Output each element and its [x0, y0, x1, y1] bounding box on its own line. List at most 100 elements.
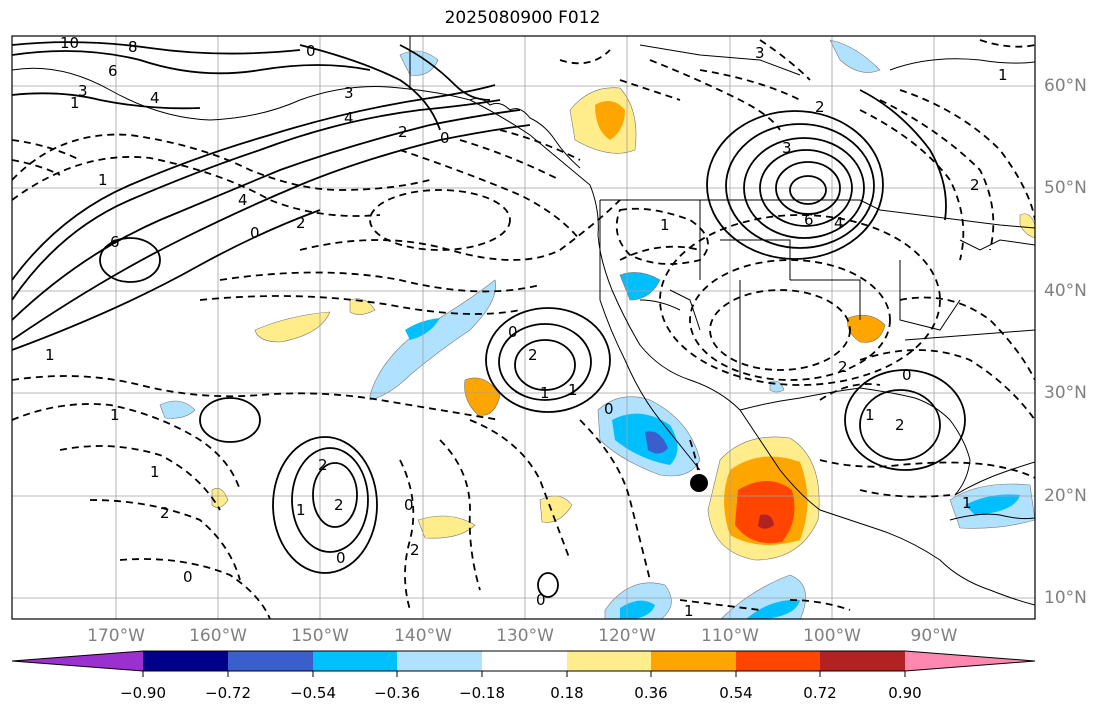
lon-label-140w: 140°W — [394, 626, 452, 646]
lon-label-110w: 110°W — [701, 626, 759, 646]
contour-low-sw-1 — [312, 462, 358, 528]
contour-se-1 — [859, 389, 941, 461]
colorbar-tick-label: −0.36 — [374, 684, 420, 702]
contour-label: 1 — [660, 216, 670, 234]
contour-label: 2 — [895, 416, 905, 434]
map-title: 2025080900 F012 — [444, 8, 601, 28]
colorbar-tick-label: 0.18 — [550, 684, 584, 702]
contour-label: 3 — [78, 82, 88, 100]
contour-label: 1 — [568, 381, 578, 399]
colorbar — [11, 650, 1036, 677]
shade-small-4 — [399, 50, 439, 76]
shade-small-7 — [417, 515, 476, 539]
contour-label: 2 — [815, 98, 825, 116]
contour-high-ne-5 — [725, 123, 875, 249]
lon-label-100w: 100°W — [803, 626, 861, 646]
contour-small-1 — [199, 397, 261, 443]
contour-low-sw-3 — [272, 436, 378, 574]
contour-label: 1 — [296, 501, 306, 519]
contour-label: 3 — [344, 84, 354, 102]
contour-label: 3 — [782, 139, 792, 157]
contour-label: 4 — [238, 191, 248, 209]
contour-label: 2 — [334, 496, 344, 514]
colorbar-swatch — [651, 651, 736, 671]
contour-ne-arc — [859, 89, 947, 221]
contour-label: 1 — [684, 602, 694, 620]
contour-label: 1 — [540, 384, 550, 402]
contour-high-ne-2 — [775, 161, 841, 215]
contour-label: 2 — [410, 541, 420, 559]
colorbar-tick-label: 0.36 — [634, 684, 668, 702]
contour-label: 3 — [755, 44, 765, 62]
contour-nw-2 — [12, 41, 301, 55]
shade-small-5 — [829, 39, 881, 73]
lat-label-60n: 60°N — [1044, 76, 1087, 96]
contour-low-c-2 — [498, 323, 592, 401]
contour-low-sw-2 — [291, 447, 369, 553]
contour-high-w-1 — [99, 237, 161, 283]
contour-label: 2 — [838, 358, 848, 376]
contour-label: 0 — [604, 400, 614, 418]
colorbar-swatch — [397, 651, 482, 671]
contour-band-4 — [12, 124, 531, 341]
colorbar-tick-label: 0.54 — [719, 684, 753, 702]
colorbar-high-extension — [905, 651, 1035, 671]
contour-label: 1 — [98, 171, 108, 189]
colorbar-tick-label: 0.90 — [888, 684, 922, 702]
lon-label-120w: 120°W — [598, 626, 656, 646]
shade-south-center-mid — [746, 599, 800, 619]
contour-label: 0 — [250, 224, 260, 242]
shade-small-2 — [847, 314, 886, 343]
contour-label: 0 — [306, 42, 316, 60]
dashed-contours — [12, 39, 1035, 619]
lat-label-30n: 30°N — [1044, 383, 1087, 403]
shade-caribbean-mid — [965, 494, 1020, 515]
contour-high-ne-3 — [759, 149, 853, 227]
contour-high-ne-4 — [743, 137, 865, 239]
contour-label: 2 — [160, 504, 170, 522]
contour-label: 1 — [45, 346, 55, 364]
shade-small-1 — [464, 377, 501, 416]
contour-se-2 — [844, 369, 966, 471]
contour-label: 4 — [150, 89, 160, 107]
shade-small-9 — [159, 400, 196, 419]
shade-small-3 — [619, 272, 661, 301]
contour-label: 2 — [970, 176, 980, 194]
colorbar-swatch — [567, 651, 651, 671]
colorbar-tick-label: −0.18 — [459, 684, 505, 702]
contour-label: 0 — [440, 129, 450, 147]
contour-band-1 — [12, 99, 501, 301]
shade-pacific-band-mid — [405, 318, 440, 340]
contour-label: 4 — [834, 214, 844, 232]
contour-low-c-3 — [485, 307, 611, 413]
colorbar-swatch — [736, 651, 820, 671]
lon-label-90w: 90°W — [910, 626, 958, 646]
lat-label-40n: 40°N — [1044, 281, 1087, 301]
contour-label: 2 — [318, 456, 328, 474]
contour-label: 1 — [865, 406, 875, 424]
shade-small-10 — [349, 298, 376, 315]
contour-label: 2 — [398, 123, 408, 141]
contour-label: 0 — [536, 591, 546, 609]
contour-label: 0 — [508, 323, 518, 341]
lon-label-170w: 170°W — [87, 626, 145, 646]
contour-nw-3 — [299, 44, 441, 131]
colorbar-swatch — [482, 651, 567, 671]
colorbar-tick-label: −0.54 — [290, 684, 336, 702]
contour-small-2 — [537, 572, 559, 598]
contour-label: 6 — [108, 62, 118, 80]
colorbar-swatch — [820, 651, 905, 671]
shade-mexico-coast-red — [735, 481, 795, 544]
contour-labels: 10 8 6 4 3 1 6 4 2 1 0 3 4 1 2 0 6 4 3 2… — [45, 36, 1008, 620]
contour-low-c-1 — [514, 339, 576, 391]
contour-label: 1 — [70, 94, 80, 112]
shade-small-8 — [539, 495, 573, 523]
contour-label: 1 — [962, 494, 972, 512]
colorbar-swatch — [143, 651, 228, 671]
shade-south-sw-mid — [620, 600, 655, 619]
colorbar-swatch — [228, 651, 313, 671]
contour-label: 2 — [528, 346, 538, 364]
coastlines — [12, 36, 1035, 606]
contour-nw-4 — [12, 92, 201, 110]
